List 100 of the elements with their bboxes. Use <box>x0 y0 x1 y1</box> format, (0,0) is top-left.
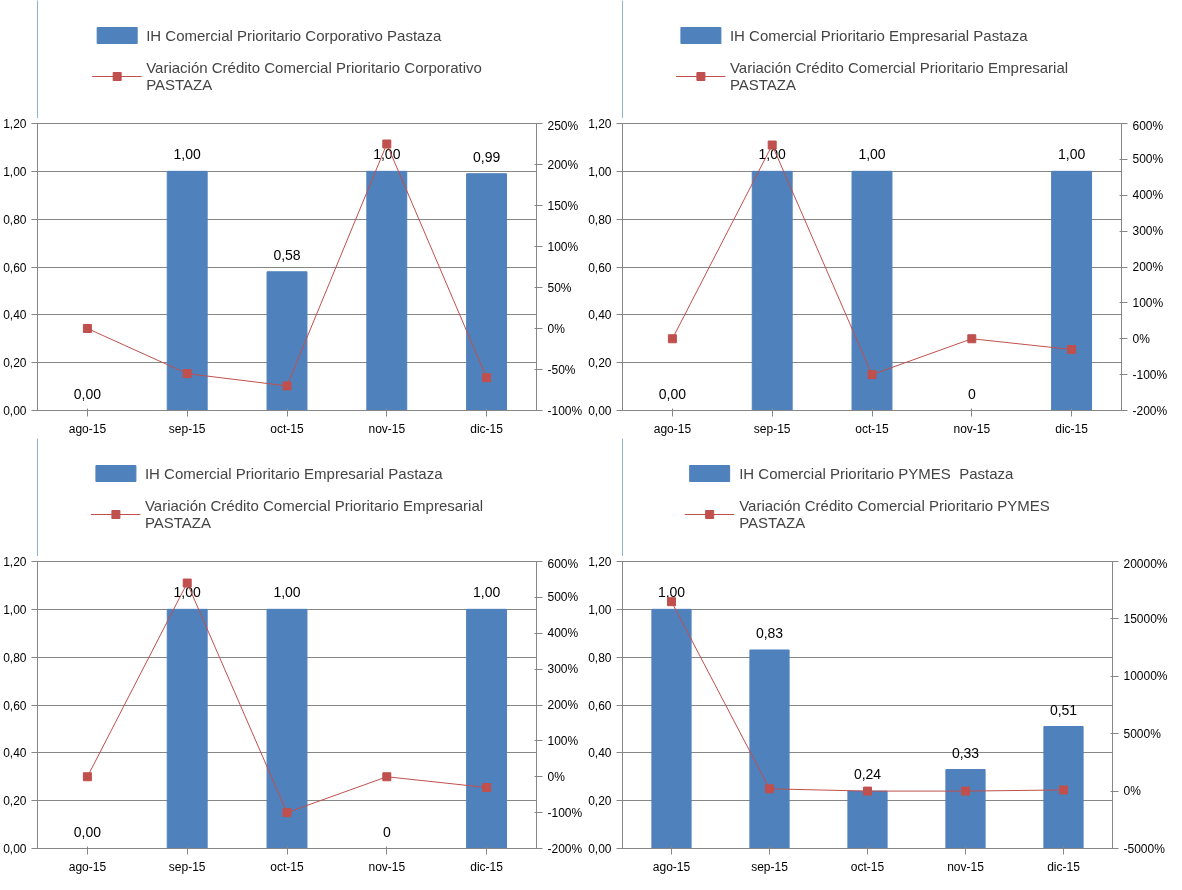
x-tick-label: ago-15 <box>68 859 107 874</box>
x-tick-label: dic-15 <box>1055 421 1089 436</box>
data-label: 0,83 <box>755 624 784 641</box>
point <box>82 324 92 333</box>
y2-tick-label: 0% <box>1132 331 1151 346</box>
y-tick-label: 0,00 <box>588 404 612 418</box>
legend-label: Variación Crédito Comercial Prioritario Corporativo PASTAZA <box>146 59 482 93</box>
point <box>282 381 292 391</box>
y2-tick-label: 100% <box>547 733 579 748</box>
bar <box>166 170 208 411</box>
y2-tick-label: -100% <box>547 805 583 820</box>
y-tick-label: 0,20 <box>3 794 27 809</box>
x-tick-label: sep-15 <box>751 859 789 874</box>
point <box>765 784 774 794</box>
y2-tick-label: -5000% <box>1123 841 1166 856</box>
y2-tick-label: -200% <box>547 841 583 856</box>
legend-label: IH Comercial Prioritario Empresarial Pastaza <box>729 26 1028 44</box>
x-tick-label: oct-15 <box>850 859 885 874</box>
y-tick-label: 0,60 <box>588 698 612 713</box>
data-label: 0,00 <box>73 823 102 840</box>
bar <box>749 649 790 849</box>
point <box>867 370 877 380</box>
y2-tick-label: 0% <box>547 769 566 784</box>
y-tick-label: 0,40 <box>588 308 612 323</box>
y2-tick-label: 100% <box>547 239 579 254</box>
bar <box>466 173 508 411</box>
data-label: 0,00 <box>73 385 102 402</box>
data-label: 0,99 <box>472 148 501 165</box>
y-tick-label: 1,00 <box>3 164 27 179</box>
y2-tick-label: 600% <box>547 556 579 571</box>
data-label: 1,00 <box>373 146 401 163</box>
x-tick-label: nov-15 <box>368 859 406 874</box>
data-label: 0,33 <box>951 744 980 761</box>
y2-tick-label: 200% <box>547 157 579 172</box>
y-tick-label: 0,20 <box>3 356 27 371</box>
data-label: 0 <box>382 823 391 840</box>
x-tick-label: dic-15 <box>1047 859 1081 874</box>
x-tick-label: ago-15 <box>653 421 692 436</box>
bar <box>945 769 986 849</box>
x-tick-label: dic-15 <box>470 421 504 436</box>
y2-tick-label: 15000% <box>1123 611 1168 626</box>
legend-label: Variación Crédito Comercial Prioritario Empresarial PASTAZA <box>144 497 484 531</box>
y-tick-label: 0,60 <box>588 260 612 275</box>
y-tick-label: 1,00 <box>3 602 27 617</box>
y-tick-label: 0,00 <box>588 842 612 856</box>
y-tick-label: 0,40 <box>3 308 27 323</box>
y-tick-label: 0,80 <box>588 650 612 665</box>
bar <box>651 608 692 849</box>
y-tick-label: 0,60 <box>3 260 27 275</box>
data-label: 0 <box>967 385 976 402</box>
point <box>482 373 492 383</box>
data-label: 0,58 <box>273 246 301 263</box>
y-tick-label: 0,80 <box>588 212 612 227</box>
y-tick-label: 1,00 <box>588 602 612 617</box>
bar <box>1043 726 1084 849</box>
y-tick-label: 0,80 <box>3 212 27 227</box>
x-tick-label: ago-15 <box>652 859 691 874</box>
y-tick-label: 0,20 <box>588 794 612 809</box>
y2-tick-label: 5000% <box>1123 726 1162 741</box>
legend-label: IH Comercial Prioritario PYMES Pastaza <box>739 464 1014 482</box>
y2-tick-label: -100% <box>547 403 583 418</box>
point <box>967 334 977 344</box>
legend-label: IH Comercial Prioritario Corporativo Pastaza <box>146 26 442 44</box>
y2-tick-label: 400% <box>1132 188 1164 203</box>
y2-tick-label: -50% <box>547 362 576 377</box>
y2-tick-label: 200% <box>1132 260 1164 274</box>
y2-tick-label: -100% <box>1132 367 1168 382</box>
data-label: 0,00 <box>658 385 687 402</box>
x-tick-label: sep-15 <box>168 859 206 874</box>
point <box>182 578 192 588</box>
y-tick-label: 0,00 <box>3 842 27 856</box>
y-tick-label: 0,00 <box>3 404 27 418</box>
point <box>863 786 872 796</box>
y-tick-label: 0,40 <box>3 746 27 761</box>
data-label: 1,00 <box>1057 146 1086 163</box>
data-label: 0,24 <box>853 766 882 783</box>
bar <box>266 271 308 411</box>
y2-tick-label: 0% <box>547 321 566 336</box>
data-label: 1,00 <box>173 146 202 163</box>
x-tick-label: sep-15 <box>168 421 206 436</box>
y2-tick-label: 0% <box>1123 784 1142 799</box>
y2-tick-label: 500% <box>1132 152 1164 167</box>
point <box>667 597 676 607</box>
bar <box>847 790 888 849</box>
y2-tick-label: 300% <box>1132 224 1164 239</box>
y-tick-label: 0,40 <box>588 746 612 761</box>
x-tick-label: sep-15 <box>753 421 791 436</box>
x-tick-label: nov-15 <box>953 421 991 436</box>
y2-tick-label: 100% <box>1132 295 1164 310</box>
legend-label: Variación Crédito Comercial Prioritario PYMES PASTAZA <box>739 497 1050 531</box>
y2-tick-label: 300% <box>547 662 579 677</box>
y2-tick-label: 150% <box>547 198 579 213</box>
data-label: 1,00 <box>273 584 301 601</box>
point <box>482 783 492 793</box>
y2-tick-label: 10000% <box>1123 669 1168 684</box>
bar <box>366 170 408 411</box>
x-tick-label: ago-15 <box>68 421 107 436</box>
legend-label: Variación Crédito Comercial Prioritario Empresarial PASTAZA <box>729 59 1069 93</box>
x-tick-label: nov-15 <box>947 859 985 874</box>
y2-tick-label: 250% <box>547 118 579 133</box>
